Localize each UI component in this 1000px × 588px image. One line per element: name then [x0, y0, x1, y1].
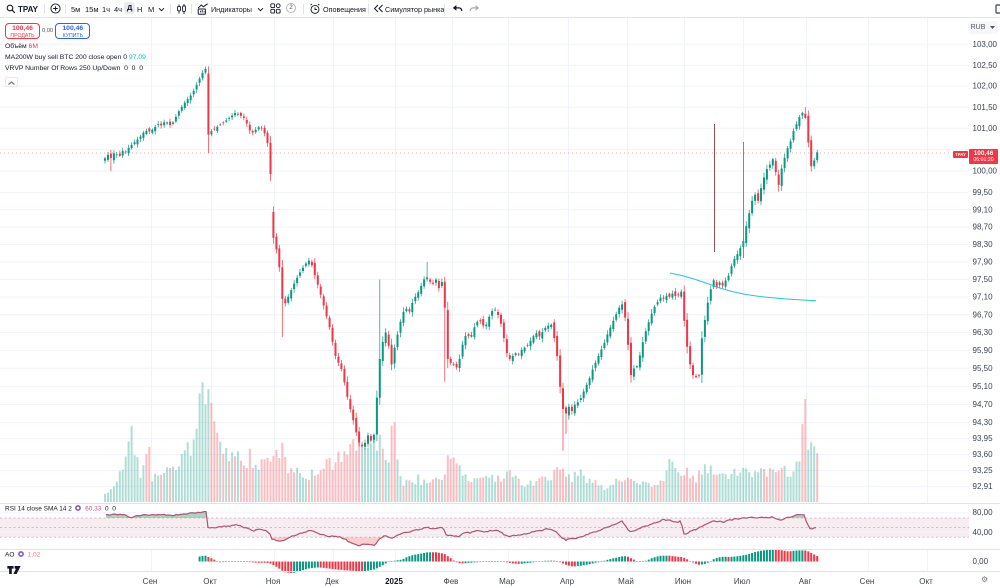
svg-text:97,90: 97,90 [973, 258, 994, 267]
svg-text:Апр: Апр [560, 577, 575, 586]
svg-text:95,10: 95,10 [973, 382, 994, 391]
svg-text:94,70: 94,70 [973, 400, 994, 409]
svg-text:2025: 2025 [385, 577, 403, 586]
svg-text:98,30: 98,30 [973, 240, 994, 249]
svg-text:95,90: 95,90 [973, 346, 994, 355]
svg-text:97,50: 97,50 [973, 275, 994, 284]
svg-text:101,50: 101,50 [973, 103, 998, 112]
svg-text:97,10: 97,10 [973, 293, 994, 302]
svg-text:Окт: Окт [919, 577, 933, 586]
svg-text:Окт: Окт [203, 577, 217, 586]
svg-text:93,95: 93,95 [973, 434, 994, 443]
svg-text:93,25: 93,25 [973, 466, 994, 475]
svg-text:101,00: 101,00 [973, 124, 998, 133]
svg-text:96,30: 96,30 [973, 328, 994, 337]
svg-text:102,50: 102,50 [973, 61, 998, 70]
svg-text:Дек: Дек [325, 577, 339, 586]
svg-text:80,00: 80,00 [973, 508, 994, 517]
svg-text:Июл: Июл [734, 577, 751, 586]
svg-text:Мар: Мар [499, 577, 515, 586]
svg-text:103,00: 103,00 [973, 40, 998, 49]
svg-text:0,00: 0,00 [973, 557, 989, 566]
svg-text:92,91: 92,91 [973, 482, 994, 491]
svg-text:Фев: Фев [444, 577, 459, 586]
svg-text:Июн: Июн [675, 577, 691, 586]
svg-text:Май: Май [618, 577, 634, 586]
svg-text:95,50: 95,50 [973, 364, 994, 373]
svg-text:93,60: 93,60 [973, 450, 994, 459]
svg-text:40,00: 40,00 [973, 528, 994, 537]
svg-text:Сен: Сен [860, 577, 875, 586]
svg-text:Сен: Сен [143, 577, 158, 586]
svg-text:96,70: 96,70 [973, 310, 994, 319]
svg-text:100,00: 100,00 [973, 167, 998, 176]
svg-text:Авг: Авг [799, 577, 812, 586]
svg-text:102,00: 102,00 [973, 82, 998, 91]
svg-text:94,30: 94,30 [973, 418, 994, 427]
svg-text:98,70: 98,70 [973, 223, 994, 232]
svg-text:99,10: 99,10 [973, 205, 994, 214]
svg-text:99,50: 99,50 [973, 188, 994, 197]
svg-text:Ноя: Ноя [266, 577, 281, 586]
